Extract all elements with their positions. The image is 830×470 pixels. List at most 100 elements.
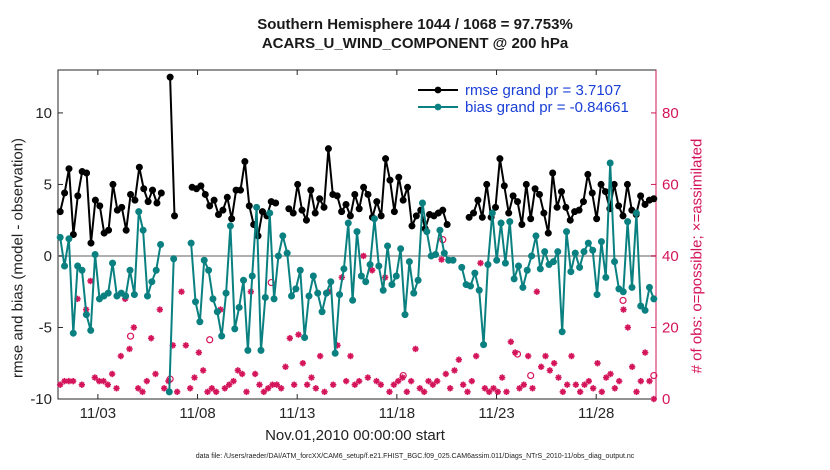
rmse-marker xyxy=(615,202,623,210)
rmse-marker xyxy=(412,212,420,220)
rmse-marker xyxy=(74,192,82,200)
y-tick-label: 0 xyxy=(44,248,52,265)
rmse-marker xyxy=(601,188,609,196)
bias-marker xyxy=(226,222,234,230)
obs-count-marker xyxy=(546,367,554,374)
rmse-marker xyxy=(443,220,451,228)
obs-count-marker xyxy=(113,385,120,392)
obs-count-marker xyxy=(69,377,77,385)
bias-marker xyxy=(213,308,221,316)
rmse-marker xyxy=(439,206,447,214)
obs-count-marker xyxy=(299,360,307,367)
bias-marker xyxy=(628,283,636,291)
rmse-marker xyxy=(641,200,649,208)
y-right-tick-label: 40 xyxy=(662,248,679,265)
bias-marker xyxy=(270,295,278,303)
rmse-marker xyxy=(298,206,306,214)
obs-count-marker xyxy=(576,388,584,396)
bias-marker xyxy=(436,226,444,234)
obs-count-marker xyxy=(650,395,658,403)
bias-marker xyxy=(266,209,274,217)
bias-marker xyxy=(165,388,173,396)
y-right-tick-label: 20 xyxy=(662,319,679,336)
obs-count-marker xyxy=(295,331,302,338)
rmse-marker xyxy=(87,239,95,247)
bias-marker xyxy=(580,248,588,256)
bias-marker xyxy=(532,232,540,240)
bias-line xyxy=(59,162,655,392)
chart-title: Southern Hemisphere 1044 / 1068 = 97.753… xyxy=(257,16,573,33)
rmse-marker xyxy=(593,215,601,223)
bias-marker xyxy=(536,265,544,273)
bias-marker xyxy=(602,273,610,281)
bias-marker xyxy=(410,289,418,297)
legend-bias-label: bias grand pr = -0.84661 xyxy=(465,99,629,116)
y-right-tick-label: 80 xyxy=(662,105,679,122)
obs-count-marker xyxy=(412,345,419,353)
rmse-marker xyxy=(549,169,557,177)
obs-count-marker xyxy=(641,349,649,356)
bias-marker xyxy=(109,259,117,267)
bias-marker xyxy=(130,291,138,299)
obs-count-marker xyxy=(572,381,580,388)
obs-count-marker xyxy=(459,381,467,388)
rmse-marker xyxy=(382,155,390,163)
rmse-marker xyxy=(206,202,214,210)
y-axis-label-left: rmse and bias (model - observation) xyxy=(9,137,27,379)
rmse-marker xyxy=(346,212,354,220)
bias-marker xyxy=(209,295,217,303)
rmse-marker xyxy=(320,203,328,211)
rmse-marker xyxy=(201,190,209,198)
obs-count-marker xyxy=(221,385,229,392)
obs-count-marker xyxy=(438,256,445,263)
rmse-marker xyxy=(474,196,482,204)
y-tick-label: -5 xyxy=(39,319,52,336)
obs-possible-marker xyxy=(650,371,658,380)
obs-count-marker xyxy=(451,367,458,374)
obs-count-marker xyxy=(468,377,476,385)
obs-count-marker xyxy=(65,377,73,385)
rmse-marker xyxy=(311,209,319,217)
bias-marker xyxy=(349,296,357,304)
obs-count-marker xyxy=(360,252,367,260)
rmse-marker xyxy=(302,216,310,224)
rmse-marker xyxy=(465,213,473,221)
bias-marker xyxy=(475,286,483,294)
bias-marker xyxy=(274,252,282,260)
bias-marker xyxy=(493,256,501,264)
bias-marker xyxy=(466,282,474,290)
obs-count-marker xyxy=(243,388,250,396)
obs-count-marker xyxy=(537,363,545,371)
obs-count-marker xyxy=(646,377,653,385)
obs-count-marker xyxy=(394,377,402,385)
bias-marker xyxy=(240,276,248,284)
obs-count-marker xyxy=(373,377,380,385)
obs-count-marker xyxy=(563,381,571,388)
bias-marker xyxy=(619,288,627,296)
bias-marker xyxy=(501,259,509,267)
rmse-marker xyxy=(509,192,517,200)
rmse-marker xyxy=(342,200,350,208)
obs-count-marker xyxy=(282,363,289,371)
bias-marker xyxy=(458,263,466,271)
bias-marker xyxy=(449,256,457,264)
obs-count-marker xyxy=(516,385,523,392)
obs-count-marker xyxy=(442,370,450,378)
bias-marker xyxy=(205,266,213,274)
rmse-marker xyxy=(584,170,592,178)
rmse-marker xyxy=(122,226,130,234)
bias-marker xyxy=(567,268,575,276)
rmse-marker xyxy=(61,189,69,197)
rmse-marker xyxy=(505,209,513,217)
rmse-marker xyxy=(131,196,139,204)
rmse-marker xyxy=(579,198,587,206)
rmse-marker xyxy=(531,185,539,193)
rmse-marker xyxy=(140,185,148,193)
obs-count-marker xyxy=(498,374,506,381)
obs-count-marker xyxy=(494,388,502,396)
rmse-marker xyxy=(373,198,381,206)
obs-count-marker xyxy=(386,388,393,396)
rmse-marker xyxy=(637,192,645,200)
obs-count-marker xyxy=(286,335,294,342)
bias-marker xyxy=(143,292,151,300)
